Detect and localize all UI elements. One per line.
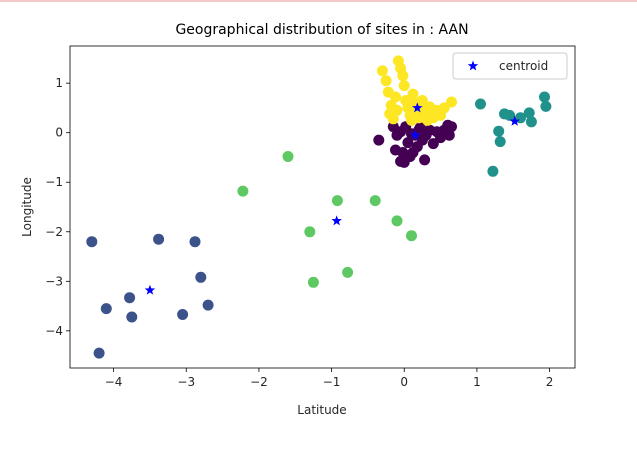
data-point xyxy=(153,234,164,245)
data-point xyxy=(406,230,417,241)
data-point xyxy=(237,186,248,197)
cluster-purple xyxy=(373,120,457,168)
chart-title: Geographical distribution of sites in : … xyxy=(175,22,468,38)
data-point xyxy=(397,70,408,81)
y-axis: 1 0 −1 −2 −3 −4 xyxy=(45,76,70,338)
points-layer xyxy=(86,55,551,358)
data-point xyxy=(539,92,550,103)
data-point xyxy=(377,65,388,76)
data-point xyxy=(540,101,551,112)
data-point xyxy=(390,92,401,103)
data-point xyxy=(190,236,201,247)
y-tick-label: −3 xyxy=(45,274,63,288)
data-point xyxy=(373,135,384,146)
data-point xyxy=(370,195,381,206)
y-axis-title: Longitude xyxy=(20,177,34,237)
data-point xyxy=(493,126,504,137)
x-axis: −4 −3 −2 −1 0 1 2 xyxy=(105,368,554,389)
data-point xyxy=(342,267,353,278)
x-tick-label: −1 xyxy=(323,375,341,389)
data-point xyxy=(392,215,403,226)
data-point xyxy=(304,226,315,237)
data-point xyxy=(495,136,506,147)
y-tick-label: 1 xyxy=(55,76,63,90)
legend-label: centroid xyxy=(499,59,548,73)
cluster-teal xyxy=(475,92,551,177)
x-tick-label: −2 xyxy=(250,375,268,389)
legend: centroid xyxy=(453,53,567,79)
cluster-green xyxy=(237,151,417,288)
data-point xyxy=(124,292,135,303)
data-point xyxy=(392,105,403,116)
cluster-blue xyxy=(86,234,213,359)
x-tick-label: 0 xyxy=(400,375,408,389)
data-point xyxy=(283,151,294,162)
cluster-yellow xyxy=(377,55,457,125)
data-point xyxy=(177,309,188,320)
y-tick-label: −4 xyxy=(45,324,63,338)
x-tick-label: 2 xyxy=(546,375,554,389)
data-point xyxy=(332,195,343,206)
centroid-star xyxy=(145,285,155,295)
y-tick-label: 0 xyxy=(55,126,63,140)
x-axis-title: Latitude xyxy=(297,403,346,417)
data-point xyxy=(203,300,214,311)
data-point xyxy=(399,80,410,91)
data-point xyxy=(381,75,392,86)
data-point xyxy=(444,130,455,141)
data-point xyxy=(397,147,408,158)
data-point xyxy=(86,236,97,247)
x-tick-label: 1 xyxy=(473,375,481,389)
data-point xyxy=(526,116,537,127)
data-point xyxy=(487,166,498,177)
data-point xyxy=(101,303,112,314)
data-point xyxy=(308,277,319,288)
data-point xyxy=(94,348,105,359)
y-tick-label: −2 xyxy=(45,225,63,239)
y-tick-label: −1 xyxy=(45,175,63,189)
data-point xyxy=(446,97,457,108)
plot-frame xyxy=(70,46,575,368)
x-tick-label: −4 xyxy=(105,375,123,389)
data-point xyxy=(419,154,430,165)
data-point xyxy=(195,272,206,283)
data-point xyxy=(126,312,137,323)
centroid-star xyxy=(331,215,341,225)
data-point xyxy=(475,99,486,110)
x-tick-label: −3 xyxy=(177,375,195,389)
